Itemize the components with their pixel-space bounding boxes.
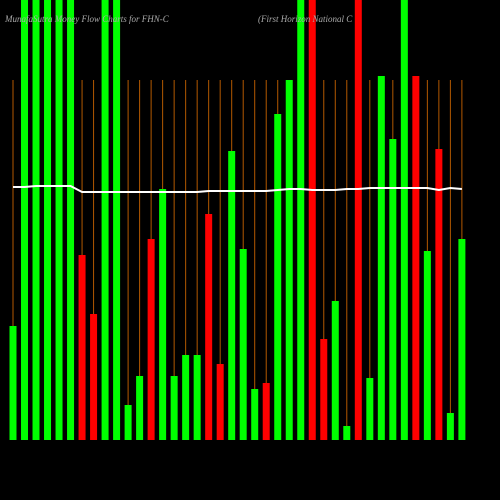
bar — [216, 364, 224, 440]
bar — [297, 0, 305, 440]
bar — [136, 376, 144, 440]
bar — [400, 0, 408, 440]
bar — [228, 151, 236, 440]
bar — [320, 339, 328, 440]
bar — [354, 0, 362, 440]
bar — [458, 239, 466, 440]
bar — [44, 0, 52, 440]
lines — [13, 185, 462, 193]
bar — [262, 383, 270, 440]
bar — [285, 80, 293, 440]
bar — [90, 314, 98, 440]
chart-title: MunafaSutra Money Flow Charts for FHN-C — [4, 14, 170, 24]
bar — [205, 214, 213, 440]
bar — [389, 139, 397, 440]
bar — [412, 76, 420, 440]
bar — [435, 149, 443, 440]
bar — [446, 413, 454, 440]
bar — [101, 0, 109, 440]
bar — [182, 355, 190, 440]
bar — [274, 114, 282, 440]
bar — [239, 249, 247, 440]
bar — [67, 0, 75, 440]
bar — [343, 426, 351, 440]
bar — [124, 405, 132, 440]
money-flow-line — [13, 185, 462, 193]
bar — [331, 301, 339, 440]
chart-subtitle: (First Horizon National C — [258, 14, 353, 24]
bar — [308, 0, 316, 440]
bar — [159, 189, 167, 440]
bars — [9, 0, 466, 440]
bar — [78, 255, 86, 440]
bar — [251, 389, 259, 440]
bar — [366, 378, 374, 440]
bar — [32, 0, 40, 440]
bar — [55, 0, 63, 440]
bar — [423, 251, 431, 440]
bar — [113, 0, 121, 440]
bar — [377, 76, 385, 440]
bar — [170, 376, 178, 440]
bar — [193, 355, 201, 440]
bar — [147, 239, 155, 440]
bar — [21, 0, 29, 440]
bar — [9, 326, 17, 440]
